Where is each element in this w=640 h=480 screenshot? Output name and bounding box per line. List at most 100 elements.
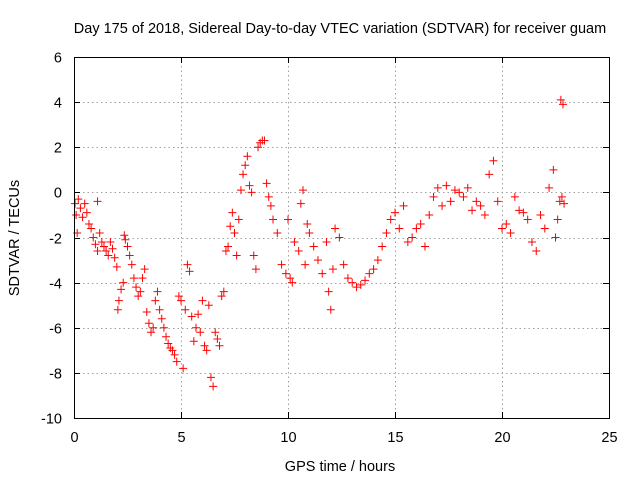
data-point [290,238,299,247]
data-point [412,224,421,233]
data-point [157,314,166,323]
data-point [365,269,374,278]
data-point [226,222,235,231]
data-point [313,256,322,265]
data-point [121,235,130,244]
data-point [515,206,524,215]
data-point [382,228,391,237]
data-point [82,208,91,217]
data-point [262,179,271,188]
data-point [123,242,132,251]
data-point [284,215,292,224]
data-point [472,197,481,206]
data-point [532,247,541,256]
data-point [211,328,220,337]
data-point [560,199,569,208]
data-point [343,274,352,283]
data-point [104,251,113,260]
y-tick-label: -10 [41,412,62,428]
data-point [386,215,395,224]
data-point [78,213,87,222]
y-tick-label: 0 [54,186,62,202]
data-point [142,307,151,316]
data-point [144,319,153,328]
data-point [236,186,245,195]
data-point [373,256,382,265]
data-point [151,296,160,305]
data-point [260,136,269,145]
data-point [245,181,254,190]
data-point [549,165,558,174]
data-point [230,228,239,237]
data-point [234,215,243,224]
data-point [219,287,228,296]
data-point [224,242,233,251]
y-tick-label: -6 [49,322,62,338]
data-point [352,283,361,292]
y-tick-label: -2 [49,232,62,248]
x-tick-label: 15 [387,430,403,446]
x-tick-label: 5 [177,430,185,446]
data-point [249,251,258,260]
data-point [450,186,459,195]
data-point [91,240,100,249]
data-point [510,192,519,201]
data-point [256,138,265,147]
data-point [361,276,370,285]
data-point [200,341,209,350]
data-point [420,242,429,251]
data-point [326,305,335,314]
data-point [136,287,145,296]
data-point [166,344,175,353]
data-point [558,100,567,109]
data-point [228,208,237,217]
data-point [155,305,164,314]
data-point [119,278,128,287]
y-tick-label: -8 [49,367,62,383]
x-tick-label: 0 [70,430,78,446]
data-point [429,192,438,201]
data-point [309,242,318,251]
data-point [147,328,156,337]
data-point [168,346,177,355]
data-point [540,224,549,233]
data-point [286,274,295,283]
data-point [335,233,344,242]
data-point [241,161,250,170]
data-point [296,199,305,208]
data-point [134,292,143,301]
data-point [162,332,171,341]
data-point [196,328,205,337]
data-point [557,192,566,201]
data-point [502,219,511,228]
y-tick-label: 6 [54,51,62,67]
data-point [399,201,408,210]
data-point [298,186,307,195]
data-point [140,265,149,274]
data-point [489,156,498,165]
chart-title: Day 175 of 2018, Sidereal Day-to-day VTE… [74,21,606,37]
data-point [112,262,121,271]
data-point [493,197,502,206]
data-point [149,323,158,332]
data-point [266,201,275,210]
data-point [269,215,278,224]
x-tick-label: 10 [280,430,296,446]
data-point [191,323,200,332]
data-point [339,260,348,269]
data-point [198,296,207,305]
data-point [172,357,181,366]
data-point [438,201,447,210]
data-point [446,197,455,206]
x-tick-label: 25 [601,430,617,446]
data-point [114,296,123,305]
data-point [117,285,126,294]
data-point [97,238,106,247]
data-point [179,364,188,373]
data-point [322,238,331,247]
data-point [170,350,179,359]
data-point [93,197,102,206]
data-point [318,269,327,278]
data-point [206,373,215,382]
